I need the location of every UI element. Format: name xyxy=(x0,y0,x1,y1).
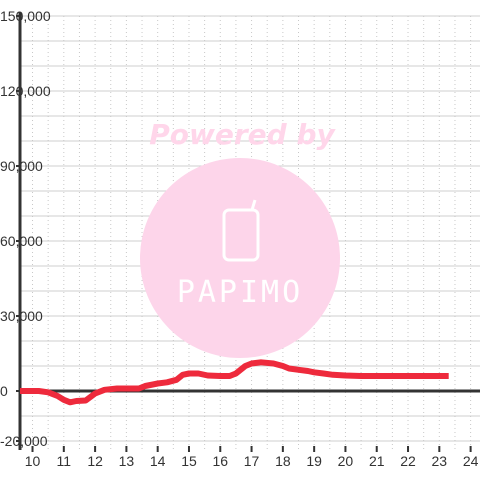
x-tick-label: 15 xyxy=(181,453,197,469)
x-tick-label: 23 xyxy=(432,453,448,469)
y-tick-label: 60,000 xyxy=(0,233,43,249)
y-tick-label: -20,000 xyxy=(0,433,48,449)
series-layer xyxy=(20,359,449,406)
tick-labels: 150,000 120,000 90,000 60,000 30,000 0 -20,000… xyxy=(0,8,479,469)
watermark-tagline: Powered by xyxy=(149,118,336,151)
y-tick-label: 90,000 xyxy=(0,158,43,174)
y-tick-label: 30,000 xyxy=(0,308,43,324)
x-tick-label: 13 xyxy=(119,453,135,469)
phone-icon-antenna xyxy=(250,199,257,211)
x-tick-label: 19 xyxy=(306,453,322,469)
x-tick-label: 18 xyxy=(275,453,291,469)
grid-lines xyxy=(20,15,480,452)
phone-icon xyxy=(222,208,260,262)
x-tick-label: 24 xyxy=(463,453,479,469)
y-tick-label: 0 xyxy=(0,383,8,399)
watermark: PAPIMO Powered by xyxy=(140,118,340,358)
x-tick-label: 12 xyxy=(87,453,103,469)
y-tick-label: 120,000 xyxy=(0,83,51,99)
x-tick-label: 14 xyxy=(150,453,166,469)
watermark-logo: PAPIMO xyxy=(177,275,303,310)
x-tick-label: 20 xyxy=(338,453,354,469)
x-tick-label: 17 xyxy=(244,453,260,469)
x-tick-label: 16 xyxy=(212,453,228,469)
watermark-circle xyxy=(140,158,340,358)
x-tick-label: 21 xyxy=(369,453,385,469)
series-line xyxy=(20,359,449,406)
x-tick-label: 10 xyxy=(25,453,41,469)
y-tick-label: 150,000 xyxy=(0,8,51,24)
x-tick-label: 11 xyxy=(57,453,72,469)
x-tick-label: 22 xyxy=(400,453,416,469)
